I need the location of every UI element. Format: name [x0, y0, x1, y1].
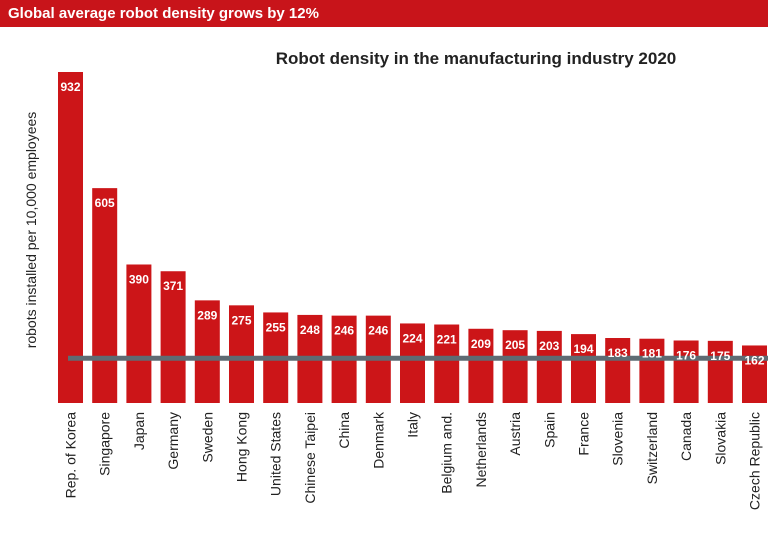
data-label: 209: [471, 337, 491, 351]
x-tick-label: Hong Kong: [234, 412, 250, 482]
x-tick-label: Rep. of Korea: [63, 412, 79, 499]
data-label: 183: [608, 346, 628, 360]
bar: [126, 264, 152, 403]
bar: [229, 305, 254, 403]
data-label: 275: [231, 313, 251, 327]
x-tick-label: Canada: [678, 412, 694, 461]
bar: [58, 72, 83, 403]
x-tick-label: Sweden: [199, 412, 215, 463]
data-label: 255: [266, 320, 286, 334]
data-label: 181: [642, 347, 662, 361]
bar: [605, 338, 631, 403]
data-label: 371: [163, 279, 183, 293]
bar: [536, 330, 562, 403]
bar: [468, 328, 494, 403]
bar: [400, 323, 425, 403]
bar: [571, 334, 596, 403]
x-tick-label: Singapore: [97, 412, 113, 476]
data-label: 605: [95, 196, 115, 210]
bar: [434, 324, 460, 403]
data-label: 224: [402, 331, 422, 345]
x-tick-label: Chinese Taipei: [302, 412, 318, 504]
data-label: 932: [60, 80, 80, 94]
data-label: 221: [437, 333, 457, 347]
data-label: 246: [368, 324, 388, 338]
chart-title: Robot density in the manufacturing indus…: [276, 49, 677, 68]
bar: [742, 345, 767, 403]
x-tick-label: Czech Republic: [747, 412, 763, 510]
x-tick-label: Germany: [165, 412, 181, 470]
bar: [92, 188, 118, 403]
bar: [639, 338, 665, 403]
bar: [194, 300, 220, 403]
x-tick-label: Spain: [541, 412, 557, 448]
x-tick-label: Belgium and.: [439, 412, 455, 494]
data-label: 390: [129, 272, 149, 286]
x-tick-label: Slovakia: [712, 412, 728, 465]
headline-banner: Global average robot density grows by 12…: [0, 0, 768, 27]
data-label: 194: [573, 342, 593, 356]
x-tick-label: Netherlands: [473, 412, 489, 488]
data-label: 205: [505, 338, 525, 352]
data-label: 203: [539, 339, 559, 353]
data-label: 246: [334, 324, 354, 338]
data-label: 248: [300, 323, 320, 337]
x-tick-label: Denmark: [370, 411, 386, 469]
x-tick-label: Italy: [405, 412, 421, 438]
data-label: 289: [197, 308, 217, 322]
bar: [707, 340, 733, 403]
bar: [673, 340, 699, 403]
data-label: 162: [744, 353, 764, 367]
x-tick-label: China: [336, 412, 352, 449]
x-tick-label: Japan: [131, 412, 147, 450]
x-tick-label: Austria: [507, 412, 523, 456]
x-tick-label: United States: [268, 412, 284, 496]
x-tick-label: Switzerland: [644, 412, 660, 484]
bar: [160, 271, 186, 403]
x-tick-label: Slovenia: [610, 412, 626, 466]
y-axis-label: robots installed per 10,000 employees: [23, 112, 39, 349]
data-label: 176: [676, 348, 696, 362]
bar: [502, 330, 528, 403]
x-tick-label: France: [576, 412, 592, 456]
data-label: 175: [710, 349, 730, 363]
